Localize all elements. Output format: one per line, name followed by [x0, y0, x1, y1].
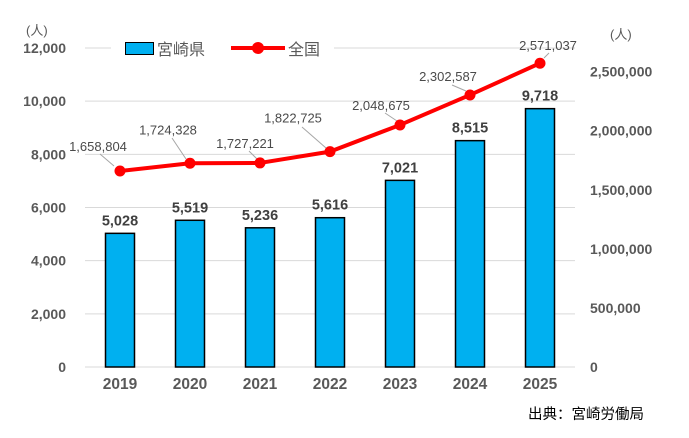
- bar-series-swatch-icon: [125, 41, 154, 55]
- bar-data-label: 5,519: [172, 200, 208, 216]
- left-axis-tick-label: 6,000: [31, 200, 66, 216]
- line-data-label: 2,302,587: [419, 69, 477, 84]
- x-axis-category-label: 2022: [313, 376, 347, 393]
- line-data-label: 2,571,037: [519, 38, 577, 53]
- bar-miyazaki: [454, 139, 486, 368]
- right-axis-unit-label: (人): [610, 27, 632, 42]
- bar-miyazaki: [244, 227, 276, 368]
- legend-item-label: 全国: [288, 42, 321, 59]
- label-leader-line: [384, 112, 398, 122]
- right-axis-tick-label: 1,500,000: [590, 182, 652, 198]
- left-axis-tick-label: 4,000: [31, 253, 66, 269]
- line-data-label: 1,822,725: [264, 111, 322, 126]
- line-series-swatch-icon: [231, 46, 286, 50]
- left-axis-tick-label: 10,000: [23, 93, 66, 109]
- label-leader-line: [171, 137, 187, 160]
- bar-data-label: 5,616: [312, 198, 348, 214]
- bar-data-label: 9,718: [522, 89, 558, 105]
- label-leader-line: [301, 126, 327, 149]
- legend-item-label: 宮崎県: [157, 42, 206, 59]
- line-data-label: 1,727,221: [216, 136, 274, 151]
- line-data-label: 1,724,328: [139, 122, 197, 137]
- bar-miyazaki: [314, 216, 346, 368]
- bar-data-label: 5,236: [242, 208, 278, 224]
- line-marker: [464, 89, 476, 101]
- label-leader-line: [451, 84, 467, 92]
- x-axis-category-label: 2024: [453, 376, 488, 393]
- bar-miyazaki: [384, 179, 416, 368]
- left-axis-tick-label: 12,000: [23, 40, 66, 56]
- line-marker: [254, 157, 266, 169]
- line-data-label: 2,048,675: [352, 98, 410, 113]
- line-marker: [114, 165, 126, 177]
- right-axis-tick-label: 1,000,000: [590, 241, 652, 257]
- legend-item-zenkoku: 全国: [231, 36, 320, 60]
- bar-miyazaki: [104, 232, 136, 368]
- label-leader-line: [543, 52, 550, 59]
- left-axis-tick-label: 0: [58, 359, 66, 375]
- right-axis-tick-label: 2,000,000: [590, 123, 652, 139]
- line-marker: [184, 157, 196, 169]
- left-axis-unit-label: (人): [26, 23, 48, 38]
- source-note: 出典：宮崎労働局: [528, 407, 644, 423]
- legend: 宮崎県 全国: [111, 36, 335, 60]
- bar-data-label: 7,021: [382, 160, 418, 176]
- line-marker: [394, 119, 406, 131]
- line-data-label: 1,658,804: [69, 139, 127, 154]
- x-axis-category-label: 2025: [523, 376, 558, 393]
- legend-item-miyazaki: 宮崎県: [125, 36, 205, 60]
- x-axis-category-label: 2019: [103, 376, 138, 393]
- line-marker: [324, 146, 336, 158]
- bar-data-label: 5,028: [102, 213, 138, 229]
- label-leader-line: [99, 153, 115, 167]
- right-axis-tick-label: 2,500,000: [590, 64, 652, 80]
- bar-miyazaki: [174, 219, 206, 368]
- x-axis-category-label: 2021: [243, 376, 278, 393]
- x-axis-category-label: 2020: [173, 376, 207, 393]
- left-axis-tick-label: 8,000: [31, 146, 66, 162]
- x-axis-category-label: 2023: [383, 376, 418, 393]
- right-axis-tick-label: 0: [590, 359, 598, 375]
- label-leader-line: [248, 150, 258, 160]
- bar-data-label: 8,515: [452, 121, 488, 137]
- line-marker: [534, 57, 546, 69]
- left-axis-tick-label: 2,000: [31, 306, 66, 322]
- right-axis-tick-label: 500,000: [590, 300, 641, 316]
- bar-miyazaki: [524, 107, 556, 368]
